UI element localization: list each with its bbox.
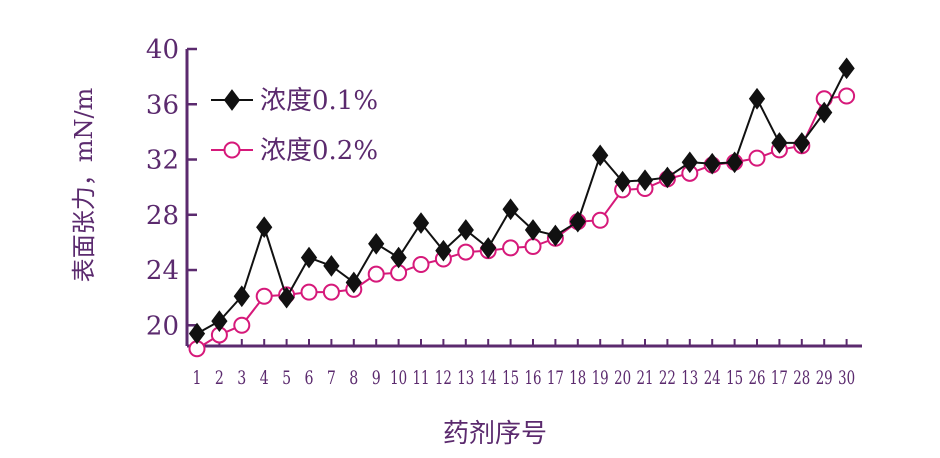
x-tick-label: 18 bbox=[569, 367, 586, 389]
x-tick-label: 14 bbox=[480, 367, 497, 389]
data-point bbox=[704, 152, 721, 175]
data-point bbox=[726, 151, 743, 174]
data-point bbox=[771, 132, 788, 154]
data-point bbox=[300, 283, 318, 301]
x-tick-label: 11 bbox=[413, 367, 430, 389]
data-point bbox=[412, 212, 430, 234]
series-1 bbox=[188, 57, 855, 345]
data-point bbox=[255, 287, 273, 305]
x-tick-label: 4 bbox=[260, 367, 269, 389]
series-line bbox=[196, 67, 848, 335]
data-point bbox=[592, 144, 609, 167]
y-tick-label: 40 bbox=[146, 35, 179, 65]
x-tick-label: 5 bbox=[282, 367, 291, 389]
x-tick-label: 12 bbox=[435, 367, 452, 389]
legend: 浓度0.1% 浓度0.2% bbox=[211, 86, 378, 166]
x-tick-label: 2 bbox=[215, 367, 224, 389]
x-tick-label: 22 bbox=[659, 367, 676, 389]
x-tick-label: 17 bbox=[547, 367, 564, 389]
data-point bbox=[524, 238, 542, 256]
data-point bbox=[457, 243, 475, 261]
data-point bbox=[323, 255, 340, 277]
x-tick-label: 7 bbox=[327, 367, 336, 389]
x-tick-label: 15 bbox=[726, 367, 743, 389]
x-tick-label: 21 bbox=[637, 367, 654, 389]
data-point bbox=[322, 283, 340, 301]
data-point bbox=[591, 211, 609, 229]
x-tick-label: 24 bbox=[704, 367, 721, 389]
x-axis-label: 药剂序号 bbox=[443, 419, 547, 449]
legend-entry-1: 浓度0.1% bbox=[211, 86, 378, 116]
data-point bbox=[367, 265, 385, 283]
data-point bbox=[412, 255, 430, 273]
x-tick-label: 30 bbox=[838, 367, 855, 389]
data-point bbox=[748, 87, 766, 110]
data-point bbox=[614, 170, 631, 193]
y-tick-label: 36 bbox=[146, 90, 179, 120]
data-point bbox=[233, 285, 250, 308]
x-tick-label: 10 bbox=[390, 367, 407, 389]
x-tick-label: 13 bbox=[457, 367, 474, 389]
data-point bbox=[211, 310, 228, 332]
legend-entry-2: 浓度0.2% bbox=[211, 136, 378, 166]
data-point bbox=[256, 216, 273, 239]
data-point bbox=[300, 246, 318, 269]
legend-label: 浓度0.1% bbox=[260, 86, 378, 116]
data-point bbox=[524, 219, 542, 241]
x-tick-label: 15 bbox=[502, 367, 519, 389]
data-point bbox=[659, 166, 676, 189]
x-tick-label: 19 bbox=[592, 367, 609, 389]
data-point bbox=[681, 151, 698, 174]
y-tick-label: 24 bbox=[146, 256, 179, 286]
data-point bbox=[233, 316, 251, 334]
x-tick-label: 29 bbox=[816, 367, 833, 389]
data-point bbox=[278, 286, 295, 309]
data-point bbox=[502, 239, 520, 257]
data-point bbox=[345, 271, 362, 294]
x-tick-label: 3 bbox=[237, 367, 246, 389]
x-tick-label: 6 bbox=[305, 367, 314, 389]
data-point bbox=[636, 169, 654, 192]
y-tick-label: 28 bbox=[146, 201, 179, 231]
data-point bbox=[816, 101, 833, 124]
data-point bbox=[502, 198, 519, 221]
data-point bbox=[188, 322, 206, 345]
y-tick-label: 32 bbox=[146, 146, 179, 176]
legend-marker bbox=[223, 89, 241, 111]
series-2 bbox=[188, 87, 856, 358]
data-point bbox=[435, 239, 452, 262]
x-tick-label: 13 bbox=[681, 367, 698, 389]
x-tick-label: 16 bbox=[525, 367, 542, 389]
data-point bbox=[368, 232, 385, 255]
x-tick-label: 1 bbox=[193, 367, 202, 389]
x-tick-label: 26 bbox=[749, 367, 766, 389]
series-line bbox=[196, 94, 847, 350]
data-point bbox=[569, 210, 586, 233]
legend-label: 浓度0.2% bbox=[260, 136, 378, 166]
data-point bbox=[480, 237, 497, 259]
series-layer bbox=[188, 57, 856, 358]
x-tick-label: 28 bbox=[793, 367, 810, 389]
data-point bbox=[793, 132, 810, 154]
x-tick-label: 20 bbox=[614, 367, 631, 389]
data-point bbox=[838, 57, 855, 80]
y-axis-label: 表面张力，mN/m bbox=[70, 87, 98, 282]
y-tick-label: 20 bbox=[146, 311, 179, 341]
data-point bbox=[390, 246, 407, 269]
x-tick-label: 17 bbox=[771, 367, 788, 389]
data-point bbox=[748, 149, 766, 167]
data-point bbox=[547, 224, 564, 247]
x-tick-label: 8 bbox=[349, 367, 358, 389]
x-tick-label: 9 bbox=[372, 367, 381, 389]
data-point bbox=[457, 219, 474, 241]
legend-marker bbox=[223, 141, 241, 159]
data-point bbox=[838, 87, 856, 105]
